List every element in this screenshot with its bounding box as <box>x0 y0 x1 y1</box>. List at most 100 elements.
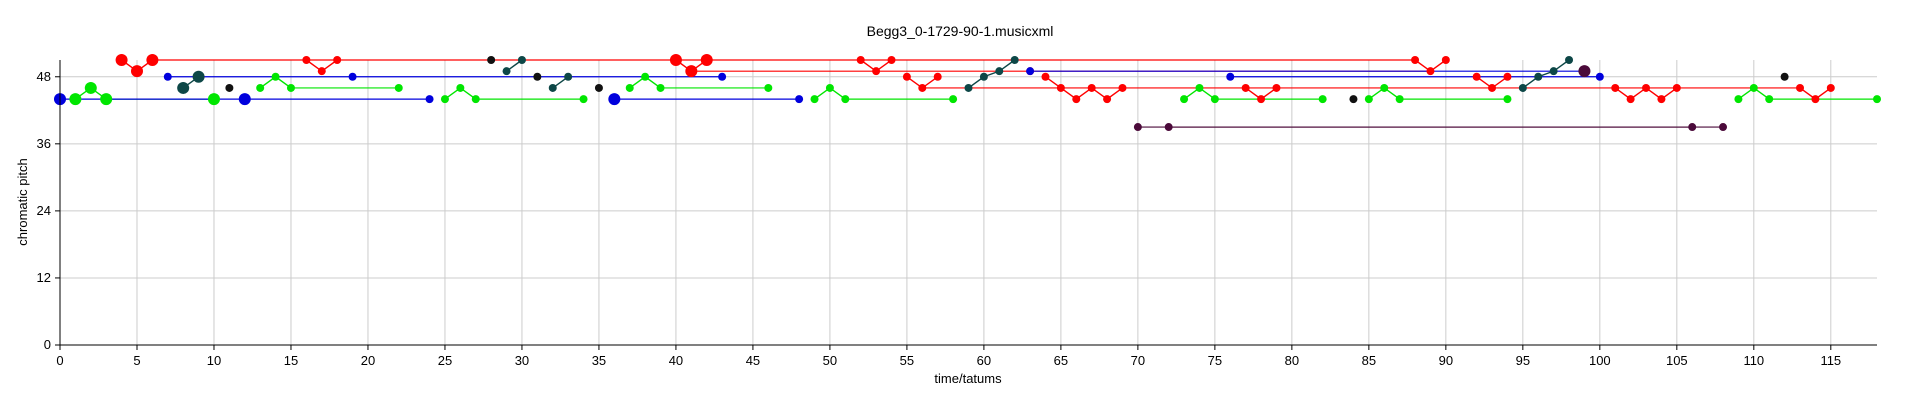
data-point-red <box>1657 95 1666 104</box>
x-tick-label: 115 <box>1820 353 1841 368</box>
data-point-red <box>1826 83 1835 92</box>
data-point-red <box>115 54 128 66</box>
grid <box>60 60 1877 345</box>
data-point-green <box>1318 95 1327 104</box>
data-point-teal <box>1010 56 1019 64</box>
data-point-green <box>456 83 465 92</box>
data-point-teal <box>1565 56 1574 64</box>
x-tick-label: 95 <box>1516 353 1530 368</box>
data-point-green <box>69 93 82 106</box>
data-point-red <box>302 56 311 64</box>
data-point-green <box>841 95 850 104</box>
data-point-green <box>1195 83 1204 92</box>
data-point-teal <box>1518 83 1527 92</box>
data-point-green <box>1180 95 1189 104</box>
data-point-green <box>579 95 588 104</box>
y-tick-label: 48 <box>37 69 51 84</box>
x-tick-label: 55 <box>900 353 914 368</box>
x-tick-label: 60 <box>977 353 991 368</box>
data-point-purple <box>1133 123 1142 132</box>
data-point-green <box>625 83 634 92</box>
data-point-green <box>641 72 650 81</box>
data-point-red <box>146 54 159 66</box>
x-tick-label: 20 <box>361 353 375 368</box>
data-point-green <box>1364 95 1373 104</box>
axes <box>59 60 1877 346</box>
data-point-green <box>1210 95 1219 104</box>
data-point-red <box>1611 83 1620 92</box>
data-point-blue <box>1226 72 1235 81</box>
data-point-teal <box>192 70 205 83</box>
data-point-green <box>1873 95 1881 104</box>
data-point-red <box>317 67 326 76</box>
data-point-black <box>594 83 603 92</box>
data-point-red <box>887 56 896 64</box>
data-point-blue <box>163 72 172 81</box>
data-point-black <box>533 72 542 81</box>
x-tick-label: 5 <box>133 353 140 368</box>
y-tick-label: 12 <box>37 270 51 285</box>
data-point-green <box>271 72 280 81</box>
data-point-teal <box>1549 67 1558 76</box>
data-point-green <box>1749 83 1758 92</box>
x-tick-label: 75 <box>1208 353 1222 368</box>
data-point-red <box>1056 83 1065 92</box>
x-tick-label: 100 <box>1589 353 1611 368</box>
data-point-red <box>918 83 927 92</box>
data-point-green <box>207 93 220 106</box>
y-axis-label: chromatic pitch <box>15 158 30 245</box>
data-point-blue <box>718 72 727 81</box>
x-tick-label: 30 <box>515 353 529 368</box>
x-tick-label: 65 <box>1054 353 1068 368</box>
data-point-red <box>1426 67 1435 76</box>
data-point-green <box>1734 95 1743 104</box>
data-point-red <box>685 65 698 78</box>
data-point-red <box>1087 83 1096 92</box>
data-point-teal <box>177 81 190 94</box>
data-point-blue <box>795 95 804 104</box>
y-tick-label: 24 <box>37 203 51 218</box>
data-point-green <box>440 95 449 104</box>
y-tick-labels: 0 12 24 36 48 <box>37 69 60 352</box>
data-point-blue <box>1026 67 1035 76</box>
data-point-green <box>1380 83 1389 92</box>
connection-teal <box>1522 59 1570 89</box>
data-point-red <box>669 54 682 66</box>
data-point-blue <box>608 93 621 106</box>
data-point-red <box>1642 83 1651 92</box>
data-point-teal <box>548 83 557 92</box>
data-point-teal <box>1534 72 1543 81</box>
data-point-red <box>1118 83 1127 92</box>
x-tick-labels: 0 5 10 15 20 25 30 35 40 45 50 55 60 65 70 75 80 85 90 95 10… <box>56 345 1841 368</box>
data-point-purple <box>1578 65 1591 78</box>
x-tick-label: 90 <box>1439 353 1453 368</box>
data-point-red <box>1072 95 1081 104</box>
note-connections <box>74 59 1832 100</box>
data-point-purple <box>1164 123 1173 132</box>
note-points <box>54 54 1881 132</box>
data-point-teal <box>979 72 988 81</box>
x-tick-label: 0 <box>56 353 63 368</box>
data-point-red <box>902 72 911 81</box>
data-point-purple <box>1688 123 1697 132</box>
data-point-green <box>764 83 773 92</box>
data-point-red <box>1103 95 1112 104</box>
data-point-red <box>700 54 713 66</box>
data-point-green <box>825 83 834 92</box>
x-tick-label: 70 <box>1131 353 1145 368</box>
data-point-green <box>256 83 265 92</box>
data-point-red <box>1811 95 1820 104</box>
data-point-green <box>1765 95 1774 104</box>
x-axis-label: time/tatums <box>934 371 1002 386</box>
data-point-blue <box>425 95 434 104</box>
x-tick-label: 80 <box>1285 353 1299 368</box>
data-point-green <box>656 83 665 92</box>
x-tick-label: 50 <box>823 353 837 368</box>
y-tick-label: 0 <box>44 337 51 352</box>
data-point-teal <box>517 56 526 64</box>
data-point-green <box>1503 95 1512 104</box>
data-point-red <box>1441 56 1450 64</box>
data-point-red <box>1041 72 1050 81</box>
data-point-red <box>333 56 342 64</box>
